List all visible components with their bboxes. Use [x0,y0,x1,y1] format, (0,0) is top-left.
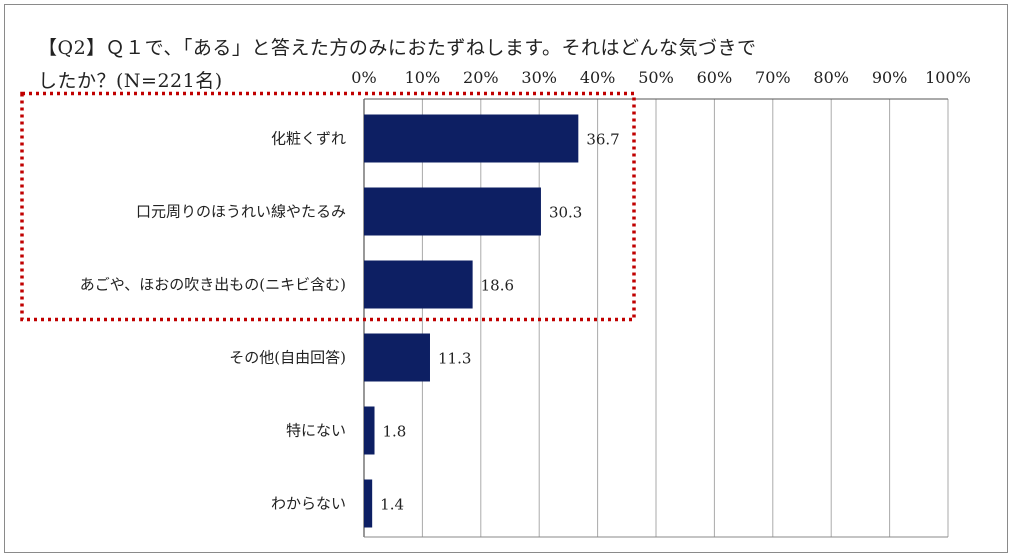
x-tick-label: 90% [872,68,908,87]
data-label: 11.3 [438,350,471,368]
data-label: 1.4 [380,496,404,514]
x-tick-label: 50% [638,68,674,87]
data-label: 30.3 [549,204,582,222]
x-tick-label: 10% [405,68,441,87]
bar [364,114,579,163]
bar [364,333,430,382]
chart-title-line2: したか？(N=221名) [38,70,223,92]
category-label: 口元周りのほうれい線やたるみ [136,203,346,221]
x-tick-label: 70% [755,68,791,87]
category-label: 化粧くずれ [271,130,346,148]
x-tick-label: 30% [521,68,557,87]
category-label: わからない [271,495,346,513]
highlight-box [20,91,636,322]
chart-title-line1: 【Q2】Ｑ１で、「ある」と答えた方のみにおたずねします。それはどんな気づきで [38,37,757,59]
data-label: 18.6 [481,277,514,295]
data-label: 36.7 [586,131,619,149]
x-tick-label: 20% [463,68,499,87]
x-tick-label: 100% [925,68,971,87]
data-label: 1.8 [383,423,407,441]
category-label: 特にない [286,422,346,440]
category-label: その他(自由回答) [229,349,346,367]
category-label: あごや、ほおの吹き出もの(ニキビ含む) [80,276,346,294]
x-tick-label: 0% [351,68,376,87]
bar [364,406,375,455]
bar [364,187,541,236]
bar [364,479,373,528]
x-tick-label: 40% [580,68,616,87]
chart-frame [4,4,1008,553]
x-tick-label: 80% [813,68,849,87]
bar [364,260,473,309]
x-tick-label: 60% [697,68,733,87]
